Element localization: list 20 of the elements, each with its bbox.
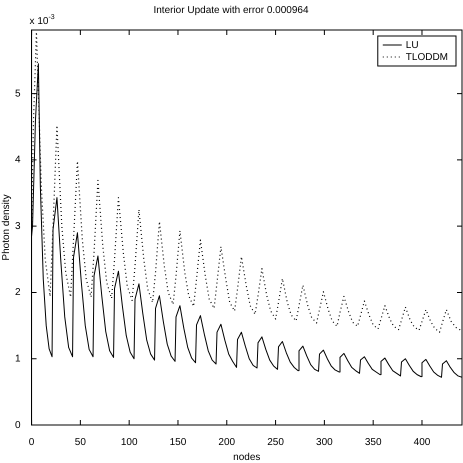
y-tick-label: 4 — [15, 154, 21, 166]
chart-title: Interior Update with error 0.000964 — [153, 4, 309, 16]
y-tick-label: 2 — [15, 287, 21, 298]
x-tick-label: 400 — [414, 436, 431, 448]
x-tick-label: 50 — [74, 436, 86, 448]
y-tick-label: 3 — [15, 220, 21, 232]
x-tick-label: 250 — [267, 436, 284, 448]
x-tick-label: 300 — [316, 436, 334, 448]
y-tick-label: 0 — [15, 420, 21, 431]
x-tick-label: 100 — [120, 436, 138, 448]
x-tick-label: 200 — [218, 436, 236, 448]
x-tick-label: 350 — [364, 436, 382, 448]
legend-label: LU — [406, 40, 419, 51]
x-axis-title: nodes — [233, 452, 260, 463]
legend-label: TLODDM — [406, 52, 448, 63]
x-tick-label: 150 — [170, 436, 187, 448]
x-tick-label: 0 — [28, 436, 35, 448]
y-axis-title: Photon density — [0, 194, 12, 261]
y-tick-label: 5 — [15, 88, 21, 100]
y-tick-label: 1 — [15, 353, 21, 364]
